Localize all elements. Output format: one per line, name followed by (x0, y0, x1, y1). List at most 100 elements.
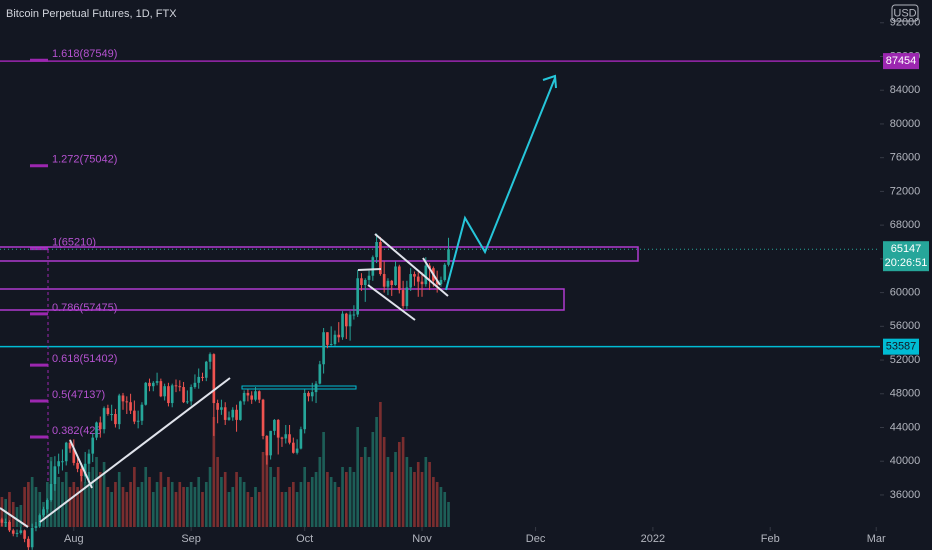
candle-body (19, 530, 23, 533)
volume-bar (416, 462, 420, 527)
volume-bar (420, 472, 424, 527)
volume-bar (424, 457, 428, 527)
volume-bar (91, 467, 95, 527)
candle-body (447, 249, 450, 265)
volume-bar (379, 402, 382, 527)
volume-bar (212, 417, 216, 527)
volume-bar (95, 457, 98, 527)
candle-body (49, 483, 53, 501)
candle-body (386, 280, 390, 287)
fib-label: 1.272(75042) (52, 154, 117, 166)
fib-layer: 1.618(87549) 1.272(75042) 1(65210) 0.786(57… (0, 48, 880, 439)
trend-line (367, 284, 416, 321)
candle-body (23, 530, 26, 539)
candle-body (133, 410, 136, 422)
zone-box (241, 385, 357, 390)
candle-body (344, 313, 348, 327)
x-tick-label: Dec (526, 533, 546, 545)
countdown: 20:26:51 (885, 257, 928, 269)
candle-body (288, 434, 291, 443)
volume-bar (269, 467, 272, 527)
y-tick-label: 68000 (890, 219, 921, 231)
candle-body (303, 392, 307, 430)
volume-bar (394, 452, 397, 527)
trend-line (374, 233, 449, 297)
candle-body (125, 401, 129, 403)
x-tick-label: 2022 (641, 533, 665, 545)
volume-bar (363, 447, 367, 527)
volume-bar (159, 472, 163, 527)
volume-bar (140, 482, 144, 527)
volume-bar (401, 437, 405, 527)
candle-body (348, 314, 352, 327)
price-line-label-box (883, 53, 919, 70)
candle-body (189, 387, 193, 402)
candle-body (424, 265, 428, 285)
candle-body (98, 422, 102, 430)
candle-body (163, 386, 166, 397)
volume-bar (201, 492, 204, 527)
candle-body (0, 519, 4, 523)
volume-bar (360, 457, 363, 527)
volume-bar (288, 487, 291, 527)
candle-body (72, 448, 76, 463)
zone-box (0, 246, 639, 262)
candle-body (341, 313, 344, 338)
volume-bar (307, 482, 310, 527)
volume-bar (409, 467, 412, 527)
volume-bar (114, 482, 117, 527)
volume-bar (390, 472, 394, 527)
volume-bar (261, 452, 265, 527)
candle-body (337, 334, 341, 338)
trend-line (0, 507, 29, 528)
candle-body (322, 332, 325, 365)
trend-line (69, 439, 93, 489)
x-tick-label: Feb (761, 533, 780, 545)
candle-body (76, 462, 79, 469)
trend-lines (0, 74, 557, 528)
y-tick-label: 92000 (890, 17, 921, 29)
candle-body (239, 401, 242, 420)
candle-body (257, 391, 261, 400)
candle-body (250, 395, 254, 400)
candle-body (114, 414, 117, 425)
candle-body (34, 526, 38, 528)
fib-label: 0.5(47137) (52, 389, 105, 401)
volume-bar (235, 472, 238, 527)
y-tick-label: 36000 (890, 489, 921, 501)
y-tick-label: 56000 (890, 320, 921, 332)
candle-body (212, 354, 216, 404)
candle-body (11, 530, 15, 534)
candle-body (121, 395, 125, 402)
trend-line (39, 377, 231, 523)
candle-body (57, 461, 60, 467)
y-tick-label: 76000 (890, 152, 921, 164)
volume-bar (34, 487, 38, 527)
volume-bar (38, 492, 42, 527)
volume-bar (102, 462, 106, 527)
candle-body (227, 417, 231, 420)
volume-bar (367, 457, 371, 527)
candle-body (413, 274, 416, 277)
volume-bar (133, 467, 136, 527)
volume-bar (310, 477, 314, 527)
volume-bar (223, 472, 227, 527)
x-tick-label: Aug (64, 533, 84, 545)
candle-body (220, 407, 223, 410)
candle-body (193, 382, 197, 388)
drawings (0, 246, 639, 527)
volume-bar (220, 477, 223, 527)
candle-body (110, 414, 113, 416)
volume-bar (265, 442, 269, 527)
candle-body (356, 278, 360, 315)
y-tick-label: 48000 (890, 388, 921, 400)
volume-bar (197, 477, 201, 527)
candle-body (182, 387, 185, 403)
candle-body (379, 241, 382, 275)
volume-bar (23, 487, 26, 527)
volume-bar (371, 432, 375, 527)
candle-body (95, 422, 98, 438)
candle-body (371, 257, 375, 276)
volume-bar (98, 472, 102, 527)
